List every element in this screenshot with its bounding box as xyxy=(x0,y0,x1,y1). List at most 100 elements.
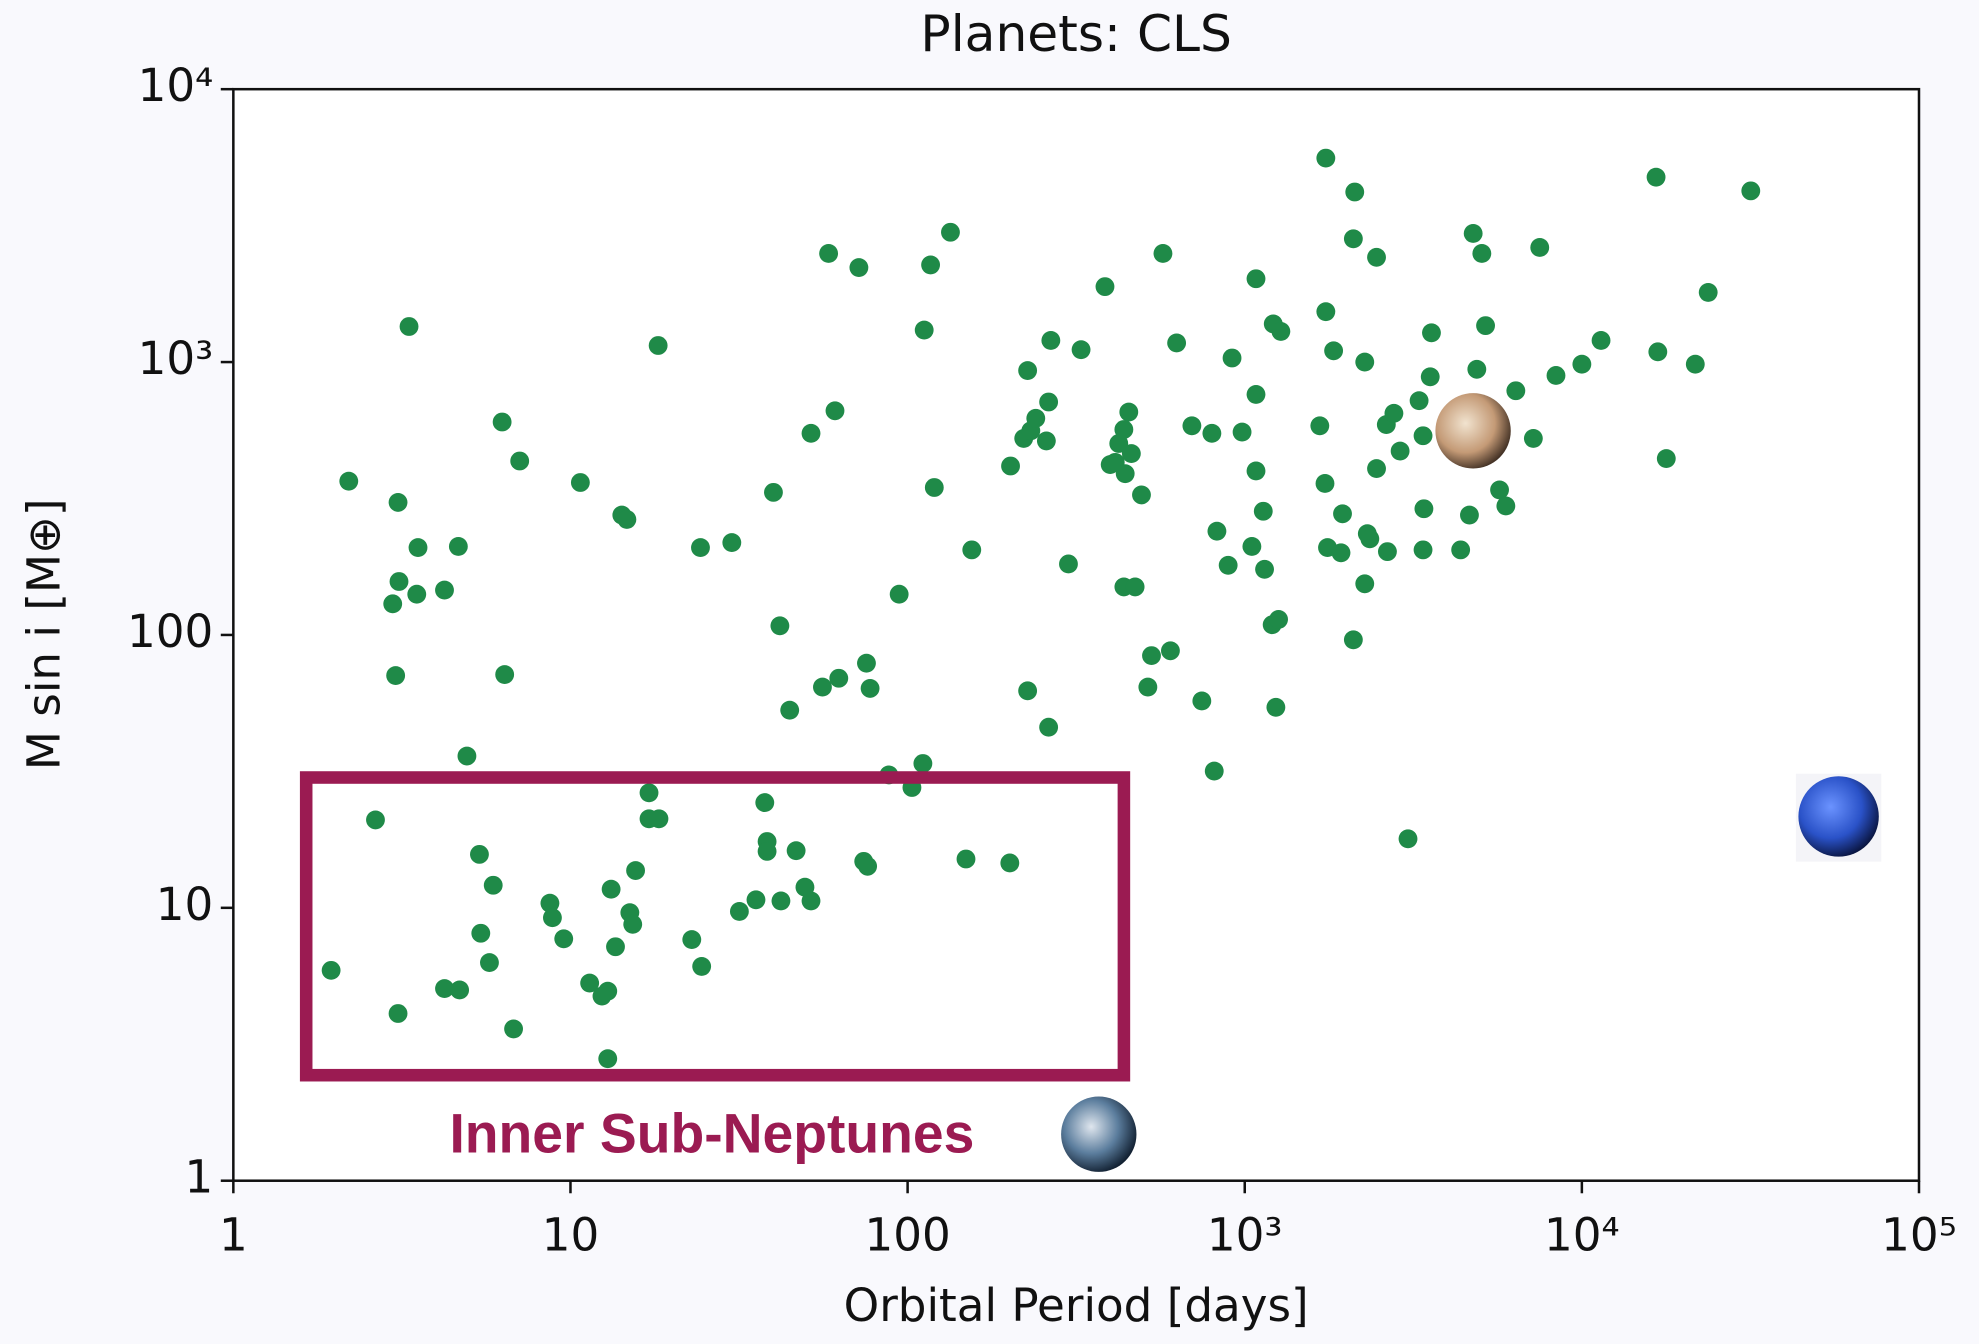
point xyxy=(914,320,934,340)
point xyxy=(1685,354,1705,374)
point xyxy=(941,222,960,242)
point xyxy=(1315,474,1335,493)
point xyxy=(1132,485,1151,505)
point xyxy=(1071,340,1091,360)
point xyxy=(1192,691,1212,711)
point xyxy=(780,700,800,720)
point xyxy=(1741,181,1761,201)
point xyxy=(801,891,821,911)
point xyxy=(554,929,574,949)
point xyxy=(786,841,806,861)
x-axis-label: Orbital Period [days] xyxy=(844,1279,1309,1332)
point xyxy=(1333,504,1352,524)
point xyxy=(1153,244,1173,263)
point xyxy=(1648,342,1668,362)
point xyxy=(801,423,821,443)
point xyxy=(1656,449,1676,468)
point xyxy=(1413,540,1433,560)
point xyxy=(1591,331,1611,350)
point xyxy=(764,482,783,502)
point xyxy=(1266,697,1286,717)
point xyxy=(598,1049,618,1069)
point xyxy=(1546,366,1566,385)
point xyxy=(1253,501,1273,521)
point xyxy=(448,537,468,556)
point xyxy=(383,594,403,614)
point xyxy=(1414,499,1434,519)
point xyxy=(471,923,491,943)
point xyxy=(849,258,869,277)
point xyxy=(1343,229,1363,249)
point xyxy=(1115,464,1135,484)
point xyxy=(956,849,976,869)
point xyxy=(386,666,406,685)
chart-title: Planets: CLS xyxy=(920,4,1232,63)
point xyxy=(1018,681,1038,701)
point xyxy=(692,956,712,976)
point xyxy=(1490,480,1509,500)
point xyxy=(1463,224,1483,243)
point xyxy=(1420,367,1440,387)
point xyxy=(1142,646,1161,666)
point xyxy=(1646,167,1666,187)
point xyxy=(1182,416,1202,436)
point xyxy=(339,471,359,491)
point xyxy=(829,668,849,688)
point xyxy=(1390,441,1410,461)
point xyxy=(1523,429,1543,448)
plot-area xyxy=(233,89,1919,1181)
point xyxy=(1026,408,1046,428)
x-tick-label: 100 xyxy=(864,1208,950,1261)
point xyxy=(504,1019,523,1039)
point xyxy=(492,412,512,432)
point xyxy=(1218,555,1238,575)
point xyxy=(819,244,839,263)
point xyxy=(860,678,880,698)
earth-icon xyxy=(1061,1096,1137,1172)
point xyxy=(1036,431,1056,451)
x-tick-label: 10 xyxy=(542,1208,600,1261)
point xyxy=(388,1004,408,1023)
point xyxy=(1343,630,1363,650)
point xyxy=(1698,282,1718,302)
point xyxy=(450,980,470,1000)
point xyxy=(1355,352,1375,372)
point xyxy=(598,981,618,1001)
point xyxy=(408,538,428,558)
point xyxy=(962,540,982,560)
point xyxy=(1345,182,1365,202)
point xyxy=(921,255,941,275)
point xyxy=(1530,238,1550,257)
point xyxy=(1000,853,1020,873)
point xyxy=(1232,422,1252,442)
point xyxy=(770,616,790,636)
point xyxy=(1378,542,1397,562)
point xyxy=(1039,717,1059,737)
point xyxy=(1242,537,1262,556)
point xyxy=(771,891,791,911)
x-tick-label: 10³ xyxy=(1207,1208,1283,1261)
point xyxy=(483,875,503,895)
point xyxy=(623,914,643,934)
point xyxy=(580,973,600,993)
point xyxy=(1202,423,1222,443)
point xyxy=(1360,529,1380,549)
point xyxy=(1001,456,1020,476)
point xyxy=(457,746,477,766)
neptune-icon xyxy=(1798,776,1879,857)
point xyxy=(1204,761,1224,781)
point xyxy=(1246,269,1266,289)
point xyxy=(1207,521,1227,541)
point xyxy=(366,810,385,830)
point xyxy=(540,893,560,913)
point xyxy=(1384,403,1404,423)
point xyxy=(924,478,944,497)
point xyxy=(1413,426,1433,446)
point xyxy=(407,584,427,604)
point xyxy=(495,665,515,684)
y-tick-label: 1 xyxy=(184,1151,213,1204)
point xyxy=(1367,247,1386,267)
point xyxy=(1316,148,1336,168)
